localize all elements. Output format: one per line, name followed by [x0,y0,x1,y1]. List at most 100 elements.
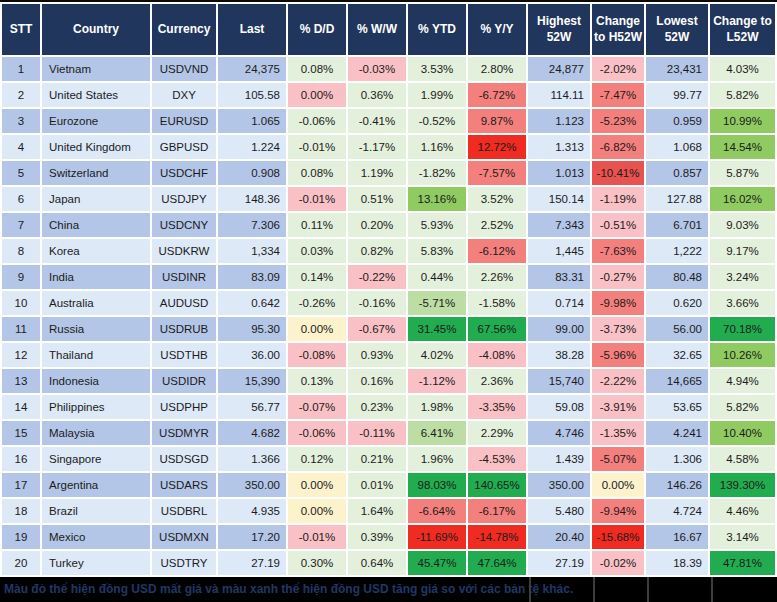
cell-change-to-l52w: 3.14% [710,525,775,549]
fx-rates-dashboard: STT Country Currency Last % D/D % W/W % … [0,0,777,602]
cell-highest-52w: 1.313 [528,135,590,159]
cell-pct-dd: -0.01% [288,135,346,159]
cell-pct-ww: -0.16% [348,291,406,315]
cell-change-to-l52w: 4.58% [710,447,775,471]
fx-table-header-row: STT Country Currency Last % D/D % W/W % … [2,4,775,55]
cell-stt: 13 [2,369,40,393]
column-header-change-to-l52w: Change to L52W [710,4,775,55]
cell-highest-52w: 1.013 [528,161,590,185]
cell-currency: USDJPY [152,187,216,211]
cell-currency: USDIDR [152,369,216,393]
cell-stt: 3 [2,109,40,133]
cell-country: Malaysia [42,421,150,445]
cell-highest-52w: 5.480 [528,499,590,523]
cell-pct-dd: -0.07% [288,395,346,419]
cell-highest-52w: 24,877 [528,57,590,81]
cell-highest-52w: 114.11 [528,83,590,107]
cell-highest-52w: 59.08 [528,395,590,419]
cell-change-to-l52w: 9.03% [710,213,775,237]
cell-currency: GBPUSD [152,135,216,159]
cell-lowest-52w: 18.39 [646,551,708,575]
cell-pct-yy: 2.80% [468,57,526,81]
cell-last: 105.58 [218,83,286,107]
cell-stt: 14 [2,395,40,419]
cell-country: Argentina [42,473,150,497]
cell-pct-yy: -1.58% [468,291,526,315]
table-row: 7ChinaUSDCNY7.3060.11%0.20%5.93%2.52%7.3… [2,213,775,237]
cell-change-to-h52w: -2.22% [592,369,644,393]
cell-stt: 20 [2,551,40,575]
table-row: 3EurozoneEURUSD1.065-0.06%-0.41%-0.52%9.… [2,109,775,133]
cell-pct-ytd: -1.12% [408,369,466,393]
cell-change-to-h52w: -9.94% [592,499,644,523]
cell-pct-ww: 0.39% [348,525,406,549]
cell-lowest-52w: 4.724 [646,499,708,523]
cell-pct-yy: 2.29% [468,421,526,445]
cell-pct-dd: -0.08% [288,343,346,367]
cell-lowest-52w: 0.620 [646,291,708,315]
cell-pct-dd: -0.06% [288,109,346,133]
cell-pct-yy: 9.87% [468,109,526,133]
cell-lowest-52w: 56.00 [646,317,708,341]
footnote-separator [593,577,595,602]
cell-change-to-l52w: 47.81% [710,551,775,575]
cell-lowest-52w: 1.306 [646,447,708,471]
cell-last: 7.306 [218,213,286,237]
cell-pct-ytd: 1.99% [408,83,466,107]
cell-country: Brazil [42,499,150,523]
cell-pct-yy: 67.56% [468,317,526,341]
cell-change-to-h52w: -0.27% [592,265,644,289]
cell-last: 83.09 [218,265,286,289]
column-header-ww: % W/W [348,4,406,55]
cell-currency: USDKRW [152,239,216,263]
cell-pct-dd: 0.00% [288,499,346,523]
column-header-country: Country [42,4,150,55]
cell-country: Eurozone [42,109,150,133]
cell-change-to-h52w: -5.96% [592,343,644,367]
cell-pct-dd: 0.00% [288,473,346,497]
cell-stt: 5 [2,161,40,185]
cell-currency: USDPHP [152,395,216,419]
cell-highest-52w: 0.714 [528,291,590,315]
cell-currency: USDARS [152,473,216,497]
cell-stt: 10 [2,291,40,315]
cell-change-to-l52w: 4.94% [710,369,775,393]
cell-change-to-l52w: 16.02% [710,187,775,211]
table-row: 12ThailandUSDTHB36.00-0.08%0.93%4.02%-4.… [2,343,775,367]
cell-country: Switzerland [42,161,150,185]
table-row: 20TurkeyUSDTRY27.190.30%0.64%45.47%47.64… [2,551,775,575]
cell-pct-ww: -0.41% [348,109,406,133]
cell-pct-ww: 0.21% [348,447,406,471]
table-row: 2United StatesDXY105.580.00%0.36%1.99%-6… [2,83,775,107]
cell-lowest-52w: 99.77 [646,83,708,107]
cell-highest-52w: 7.343 [528,213,590,237]
cell-stt: 12 [2,343,40,367]
cell-change-to-h52w: -3.91% [592,395,644,419]
column-header-yy: % Y/Y [468,4,526,55]
cell-highest-52w: 15,740 [528,369,590,393]
cell-pct-dd: 0.08% [288,161,346,185]
cell-pct-ww: -1.17% [348,135,406,159]
cell-lowest-52w: 127.88 [646,187,708,211]
cell-last: 17.20 [218,525,286,549]
cell-pct-yy: -3.35% [468,395,526,419]
cell-change-to-l52w: 10.99% [710,109,775,133]
cell-last: 1.065 [218,109,286,133]
cell-highest-52w: 38.28 [528,343,590,367]
cell-change-to-l52w: 9.17% [710,239,775,263]
footnote-text: Màu đỏ thể hiện đồng USD mất giá và màu … [4,582,573,596]
cell-change-to-l52w: 4.46% [710,499,775,523]
cell-change-to-l52w: 10.26% [710,343,775,367]
column-header-highest-52w: Highest 52W [528,4,590,55]
cell-country: Turkey [42,551,150,575]
cell-change-to-h52w: -1.19% [592,187,644,211]
cell-last: 0.642 [218,291,286,315]
fx-table: STT Country Currency Last % D/D % W/W % … [0,2,777,577]
cell-pct-yy: 12.72% [468,135,526,159]
cell-stt: 2 [2,83,40,107]
cell-change-to-h52w: -5.23% [592,109,644,133]
cell-last: 27.19 [218,551,286,575]
cell-highest-52w: 83.31 [528,265,590,289]
cell-change-to-h52w: -0.02% [592,551,644,575]
cell-country: Philippines [42,395,150,419]
